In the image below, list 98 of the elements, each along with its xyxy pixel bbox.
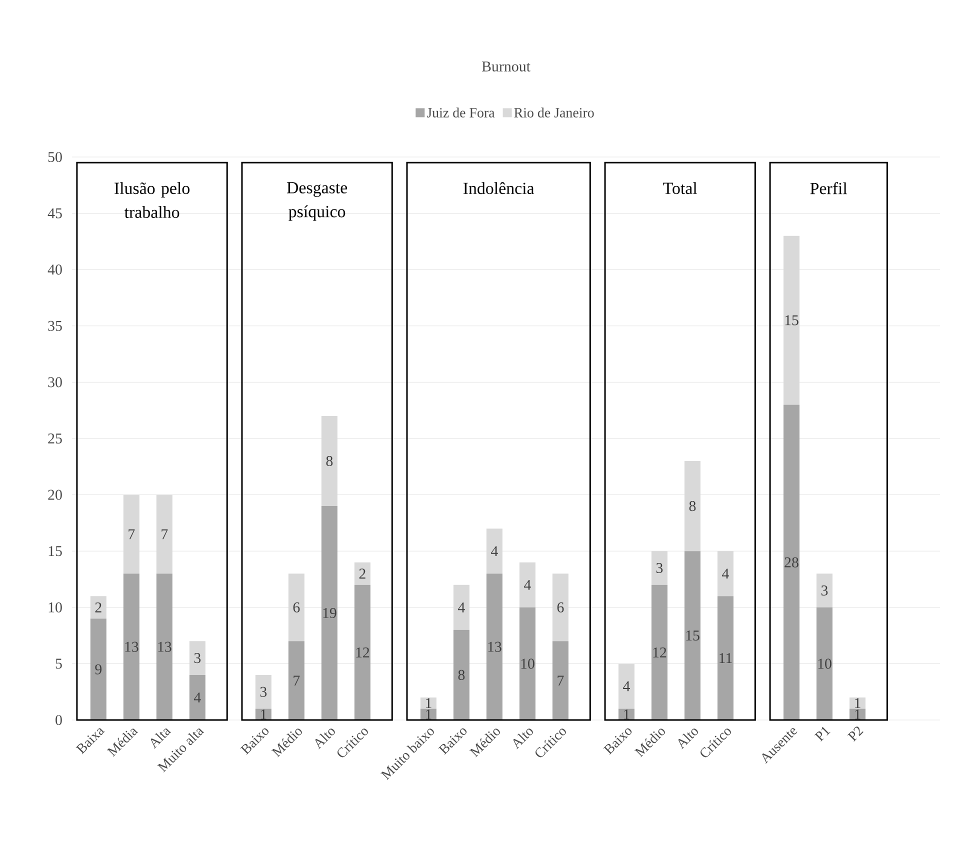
- bar: [486, 574, 502, 720]
- data-label: 3: [194, 653, 201, 664]
- data-label: 1: [426, 698, 432, 708]
- data-label: 7: [558, 676, 564, 686]
- bar: [354, 562, 370, 585]
- data-label: 3: [821, 585, 828, 596]
- bar: [123, 574, 140, 720]
- bar: [321, 506, 338, 720]
- data-label: 28: [784, 557, 798, 568]
- bar: [156, 574, 172, 720]
- bar: [453, 630, 470, 720]
- bar: [783, 404, 800, 720]
- data-label: 12: [653, 647, 666, 658]
- bar: [354, 584, 370, 720]
- annotation: Desgaste psíquico: [286, 182, 348, 221]
- bar: [684, 461, 700, 552]
- bar: [552, 574, 568, 642]
- data-label: 2: [359, 568, 366, 579]
- annotation: Perfil: [810, 182, 848, 194]
- data-label: 1: [261, 709, 266, 720]
- data-label: 7: [294, 676, 300, 686]
- bar: [618, 664, 634, 709]
- data-label: 4: [458, 602, 465, 612]
- data-label: 15: [785, 315, 798, 326]
- y-tick-label: 40: [48, 264, 62, 275]
- data-label: 8: [326, 456, 333, 466]
- bar: [189, 674, 206, 720]
- data-label: 7: [128, 529, 135, 540]
- y-tick-label: 50: [48, 152, 62, 162]
- bar: [519, 562, 536, 608]
- data-label: 1: [426, 709, 432, 720]
- data-label: 11: [720, 653, 732, 663]
- data-label: 12: [356, 647, 370, 658]
- data-label: 10: [818, 658, 832, 669]
- y-tick-label: 0: [56, 714, 62, 726]
- bar: [255, 674, 272, 709]
- x-tick-label: Alto: [315, 728, 335, 750]
- data-label: 1: [855, 698, 860, 708]
- data-label: 1: [624, 709, 630, 720]
- data-label: 1: [855, 709, 860, 720]
- data-label: 8: [458, 670, 465, 680]
- bar: [816, 574, 832, 608]
- bar: [717, 551, 734, 596]
- data-label: 4: [194, 692, 201, 702]
- y-tick-label: 5: [56, 658, 62, 669]
- bar: [156, 494, 172, 574]
- data-label: 6: [293, 602, 300, 612]
- bar: [651, 584, 668, 720]
- bar: [123, 494, 140, 574]
- data-label: 6: [557, 602, 564, 612]
- data-label: 4: [623, 681, 630, 692]
- data-label: 7: [162, 529, 168, 540]
- x-tick-label: P2: [847, 726, 864, 742]
- data-label: 2: [95, 602, 102, 612]
- annotation: Total: [663, 182, 698, 194]
- y-tick-label: 25: [48, 433, 62, 444]
- data-label: 13: [125, 642, 138, 652]
- data-label: 3: [656, 562, 663, 574]
- bar: [651, 551, 668, 585]
- bar: [717, 596, 734, 720]
- bar: [519, 607, 536, 720]
- bar: [783, 236, 800, 405]
- annotation: Ilusão pelo trabalho: [114, 182, 190, 218]
- legend-label: Rio de Janeiro: [514, 108, 594, 118]
- data-label: 8: [689, 501, 696, 512]
- bar: [90, 596, 106, 619]
- bar: [288, 641, 304, 720]
- bar: [90, 618, 106, 720]
- y-tick-label: 45: [48, 208, 62, 218]
- data-label: 4: [491, 546, 498, 556]
- data-label: 19: [323, 608, 336, 618]
- data-label: 15: [686, 630, 700, 641]
- legend-label: Juiz de Fora: [426, 108, 495, 118]
- bar: [189, 641, 206, 675]
- data-label: 13: [488, 642, 502, 652]
- y-tick-label: 10: [48, 602, 62, 612]
- data-label: 4: [524, 580, 531, 590]
- data-label: 13: [158, 642, 172, 652]
- bar: [816, 607, 832, 720]
- chart-title: Burnout: [482, 62, 530, 72]
- y-tick-label: 20: [48, 490, 62, 500]
- x-tick-label: Alto: [513, 728, 533, 750]
- x-tick-label: P1: [814, 726, 830, 742]
- x-tick-label: Alto: [678, 728, 698, 750]
- bar: [552, 641, 568, 720]
- annotation: Indolência: [463, 182, 534, 194]
- data-label: 4: [722, 568, 729, 579]
- data-label: 3: [260, 686, 267, 697]
- bar: [453, 584, 470, 630]
- bar: [486, 528, 502, 574]
- y-tick-label: 30: [48, 377, 62, 388]
- bar: [288, 574, 304, 642]
- bar: [321, 416, 338, 506]
- data-label: 9: [95, 664, 102, 674]
- bar: [684, 551, 700, 720]
- data-label: 10: [521, 658, 534, 669]
- y-tick-label: 35: [48, 320, 62, 331]
- y-tick-label: 15: [48, 546, 62, 556]
